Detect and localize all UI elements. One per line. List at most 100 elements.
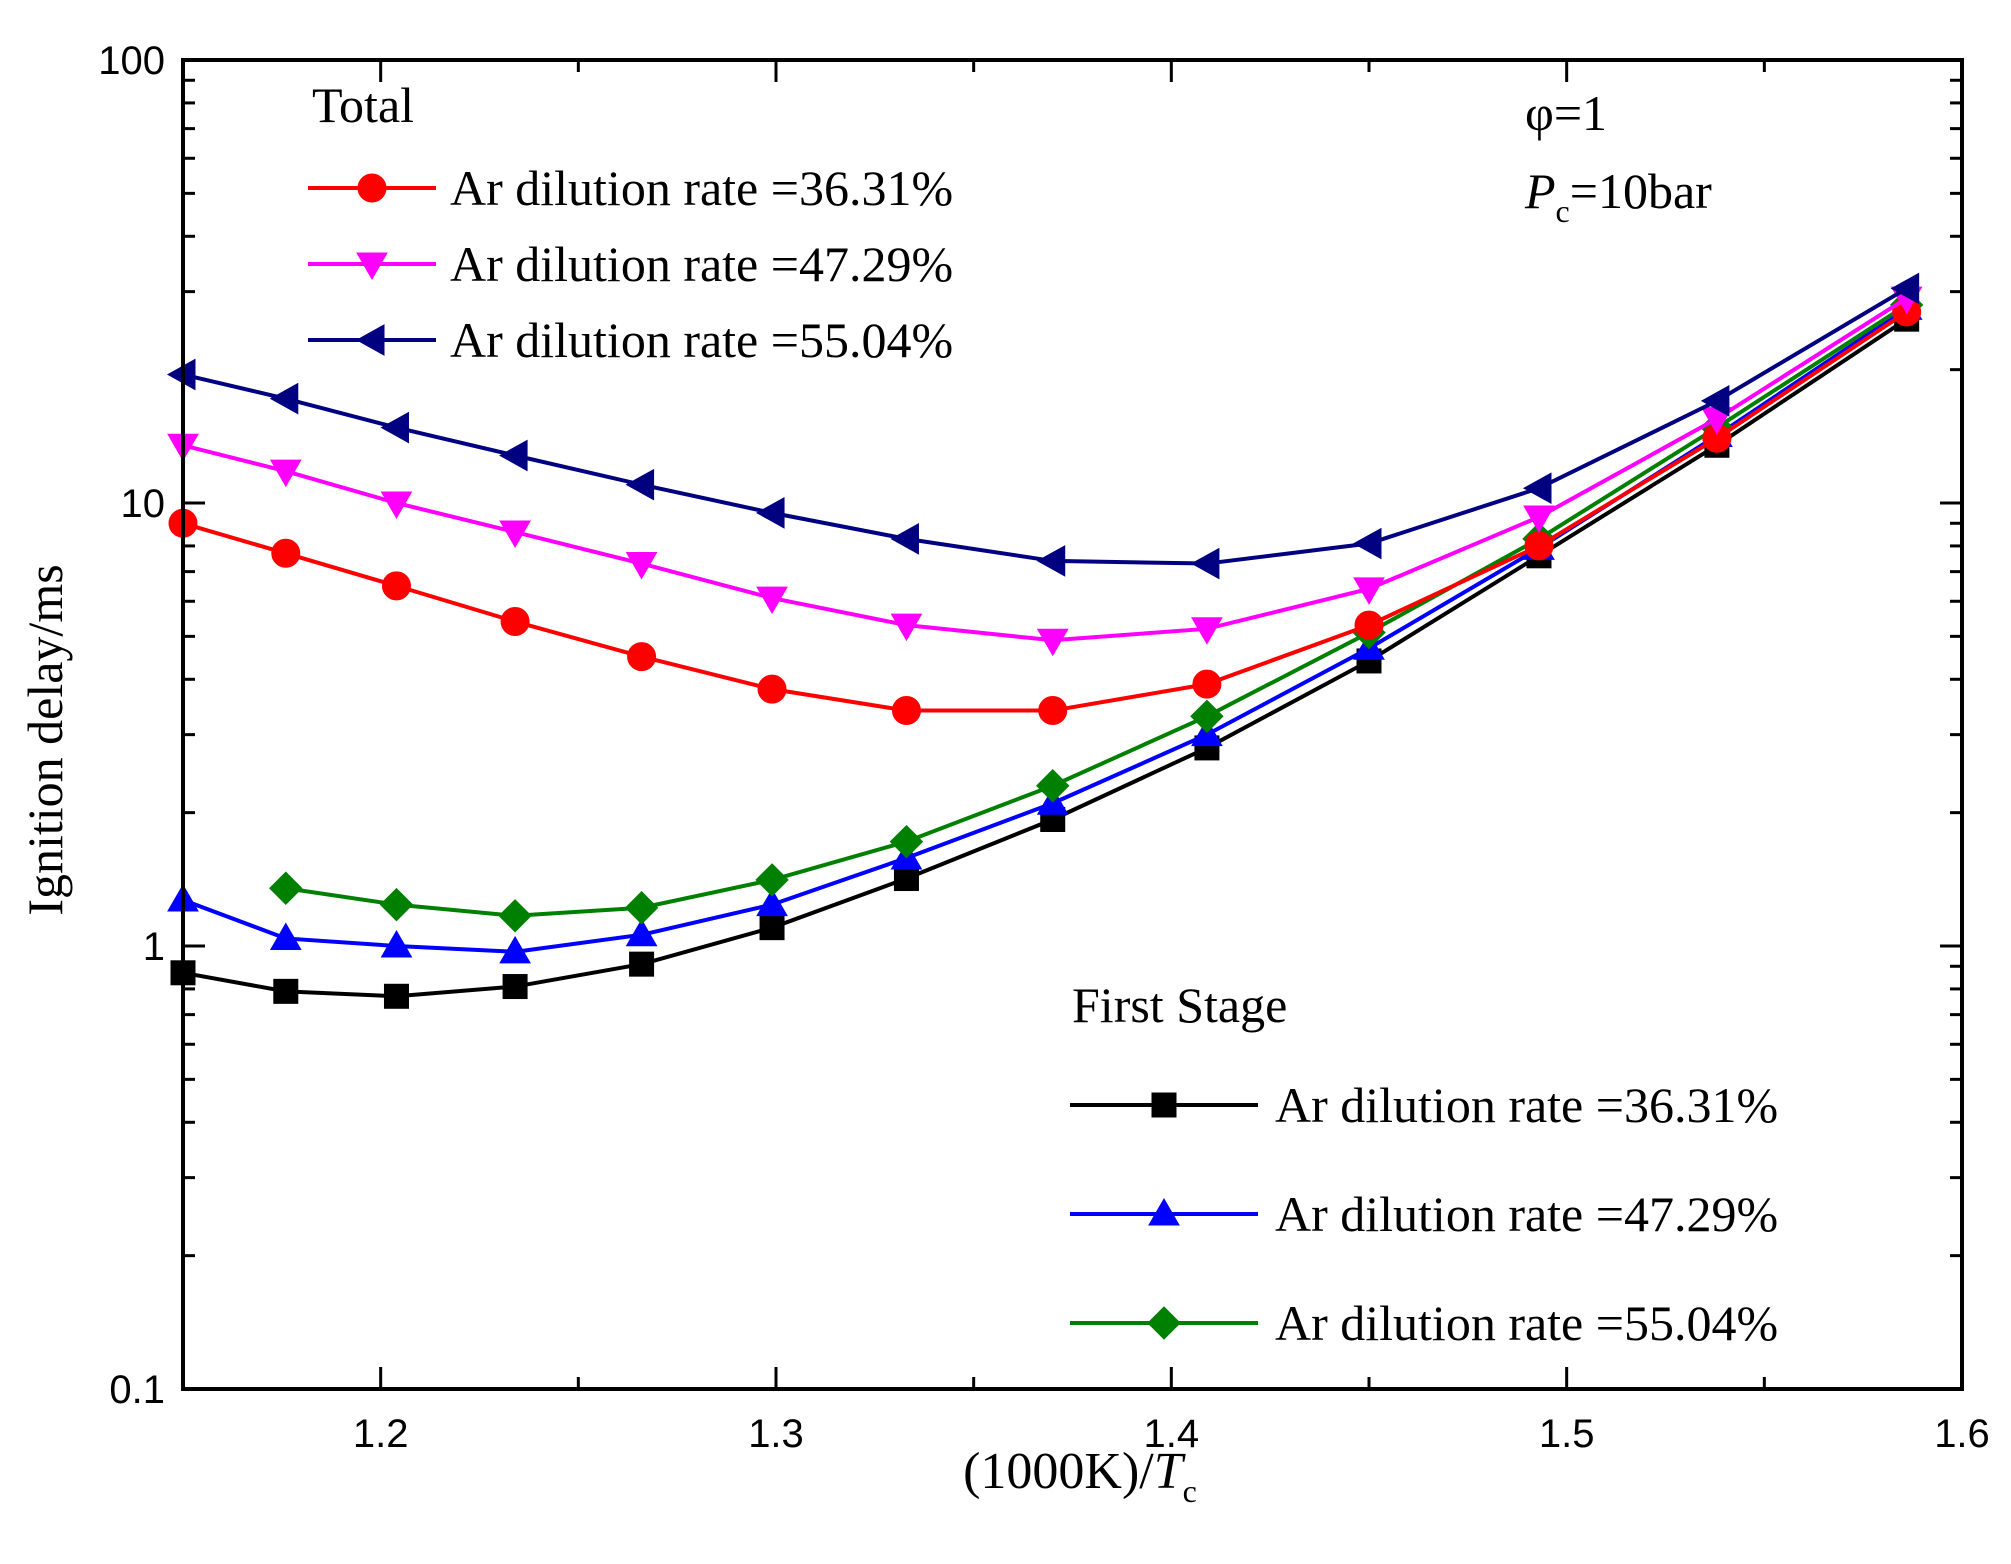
series-line xyxy=(285,303,1908,918)
data-point xyxy=(269,459,302,488)
data-point xyxy=(271,538,301,568)
data-point xyxy=(889,824,924,859)
series-line xyxy=(182,286,1908,566)
data-point xyxy=(502,974,528,1000)
x-axis-label-var: T xyxy=(1154,1443,1186,1500)
data-point xyxy=(380,929,413,958)
data-point xyxy=(624,891,659,925)
series-3 xyxy=(166,272,1920,580)
y-tick-label: 0.1 xyxy=(109,1368,165,1412)
data-point xyxy=(625,552,658,580)
data-point xyxy=(1190,547,1220,580)
legend-label: Ar dilution rate =47.29% xyxy=(450,236,953,292)
legend-title-first-stage: First Stage xyxy=(1072,977,1287,1033)
pressure-sub: c xyxy=(1556,193,1570,229)
data-point xyxy=(890,613,923,642)
legend-entry: Ar dilution rate =47.29% xyxy=(1070,1186,1778,1242)
x-tick-label: 1.3 xyxy=(748,1412,804,1456)
series-5 xyxy=(167,292,1923,964)
legend-label: Ar dilution rate =36.31% xyxy=(1275,1077,1778,1133)
legend-entry: Ar dilution rate =36.31% xyxy=(308,160,953,216)
series-line xyxy=(182,310,1908,713)
data-point xyxy=(755,863,789,897)
pressure-var: P xyxy=(1524,163,1556,219)
data-point xyxy=(1354,610,1384,640)
data-point xyxy=(499,935,531,964)
legend-entry: Ar dilution rate =55.04% xyxy=(1070,1295,1778,1351)
data-point xyxy=(269,871,303,905)
legend: Ar dilution rate =36.31% Ar dilution rate… xyxy=(308,160,1778,1351)
data-point xyxy=(355,324,385,356)
data-point xyxy=(1036,628,1069,657)
data-point xyxy=(356,252,388,281)
data-point xyxy=(1353,577,1385,605)
x-tick-label: 1.5 xyxy=(1539,1412,1595,1456)
ticks-layer: 1.2 1.3 1.4 1.5 1.6 0.1 1 10 100 xyxy=(98,39,1990,1456)
data-point xyxy=(1522,472,1552,505)
x-axis-label: (1000K)/Tc xyxy=(963,1443,1197,1509)
x-tick-label: 1.6 xyxy=(1934,1412,1990,1456)
series-1 xyxy=(168,297,1922,726)
data-point xyxy=(1524,531,1554,561)
data-point xyxy=(757,674,787,704)
data-point xyxy=(1148,1197,1180,1226)
data-point xyxy=(269,922,302,950)
data-point xyxy=(1038,696,1068,726)
data-point xyxy=(1700,385,1730,417)
data-point xyxy=(357,173,387,203)
pressure-annotation: Pc=10bar xyxy=(1524,163,1712,229)
y-tick-label: 100 xyxy=(98,39,165,83)
data-point xyxy=(891,696,921,726)
x-tick-label: 1.4 xyxy=(1144,1412,1200,1456)
data-point xyxy=(625,468,655,501)
data-point xyxy=(499,439,528,472)
data-point xyxy=(1191,617,1223,645)
data-point xyxy=(1192,669,1222,699)
phi-annotation: φ=1 xyxy=(1525,85,1607,141)
legend-entry: Ar dilution rate =55.04% xyxy=(308,312,953,368)
plot-frame xyxy=(181,58,1964,1391)
data-point xyxy=(1147,1306,1181,1340)
pressure-value: =10bar xyxy=(1570,163,1712,219)
data-point xyxy=(627,642,657,672)
y-tick-label: 10 xyxy=(121,482,166,526)
data-point xyxy=(756,586,788,615)
data-point xyxy=(759,915,785,941)
data-point xyxy=(380,491,413,520)
data-point xyxy=(380,411,409,444)
series-layer xyxy=(166,272,1924,1009)
data-point xyxy=(1352,527,1382,560)
legend-entry: Ar dilution rate =36.31% xyxy=(1070,1077,1778,1133)
x-axis-label-sub: c xyxy=(1183,1473,1197,1509)
data-point xyxy=(1890,272,1920,305)
data-point xyxy=(499,520,531,549)
data-point xyxy=(500,607,530,637)
y-tick-label: 1 xyxy=(143,925,165,969)
series-4 xyxy=(170,306,1920,1009)
legend-title-total: Total xyxy=(312,77,414,133)
data-point xyxy=(756,888,788,917)
data-point xyxy=(1190,699,1224,734)
data-point xyxy=(1036,769,1070,803)
legend-entry: Ar dilution rate =47.29% xyxy=(308,236,953,292)
data-point xyxy=(893,866,919,892)
legend-label: Ar dilution rate =55.04% xyxy=(450,312,953,368)
data-point xyxy=(269,382,299,415)
data-point xyxy=(625,918,658,947)
x-axis-label-prefix: (1000K)/ xyxy=(963,1443,1154,1500)
legend-label: Ar dilution rate =55.04% xyxy=(1275,1295,1778,1351)
data-point xyxy=(498,899,532,933)
data-point xyxy=(1523,505,1555,533)
data-point xyxy=(1036,545,1066,577)
data-point xyxy=(273,978,299,1004)
data-point xyxy=(379,887,414,922)
data-point xyxy=(890,522,919,555)
data-point xyxy=(629,951,655,977)
data-point xyxy=(381,571,411,601)
data-point xyxy=(756,497,785,529)
data-point xyxy=(383,983,409,1009)
data-point xyxy=(1151,1092,1177,1118)
legend-label: Ar dilution rate =47.29% xyxy=(1275,1186,1778,1242)
series-line xyxy=(182,317,1908,999)
